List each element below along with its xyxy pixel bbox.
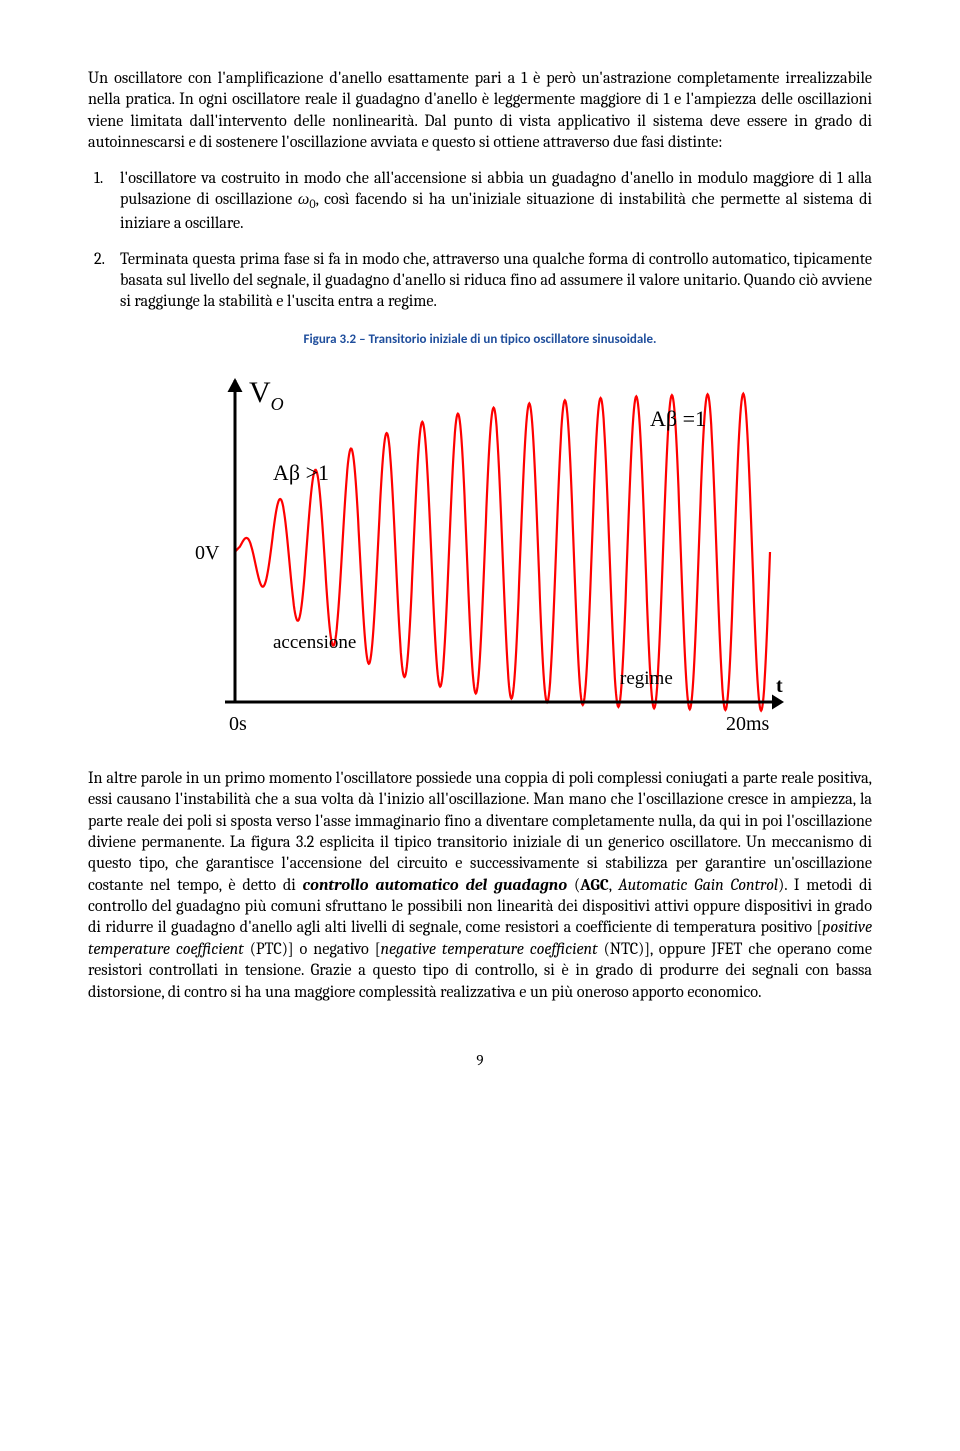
list-body-2: Terminata questa prima fase si fa in mod…	[120, 249, 872, 313]
p2-agc-short: AGC	[580, 876, 609, 895]
oscillogram-svg: VO0VAβ >1Aβ =1accensioneregime0s20mst	[160, 362, 800, 742]
svg-text:t: t	[776, 675, 783, 697]
intro-paragraph: Un oscillatore con l'amplificazione d'an…	[88, 68, 872, 154]
list-number-2: 2.	[88, 249, 120, 313]
figure-caption: Figura 3.2 – Transitorio iniziale di un …	[88, 331, 872, 348]
p2-agc-long: controllo automatico del guadagno	[303, 876, 568, 895]
li1-omega: ω	[298, 190, 309, 209]
page-number: 9	[88, 1051, 872, 1071]
closing-paragraph: In altre parole in un primo momento l'os…	[88, 768, 872, 1003]
list-number-1: 1.	[88, 168, 120, 235]
list-item-1: 1. l'oscillatore va costruito in modo ch…	[88, 168, 872, 235]
p2-ntc: negative temperature coefficient	[380, 940, 597, 959]
svg-text:0V: 0V	[195, 542, 220, 564]
svg-text:Aβ =1: Aβ =1	[650, 406, 706, 431]
svg-text:0s: 0s	[229, 713, 247, 735]
p2-e: ,	[609, 876, 619, 895]
p2-c: (	[567, 876, 580, 895]
p2-i: (PTC)] o negativo [	[244, 940, 381, 959]
svg-text:Aβ >1: Aβ >1	[273, 460, 329, 485]
p2-agc-english: Automatic Gain Control	[618, 876, 778, 895]
numbered-list: 1. l'oscillatore va costruito in modo ch…	[88, 168, 872, 313]
svg-text:regime: regime	[620, 668, 673, 689]
svg-text:20ms: 20ms	[726, 713, 770, 735]
figure-3-2: VO0VAβ >1Aβ =1accensioneregime0s20mst	[160, 362, 800, 742]
list-body-1: l'oscillatore va costruito in modo che a…	[120, 168, 872, 235]
svg-text:accensione: accensione	[273, 632, 356, 653]
list-item-2: 2. Terminata questa prima fase si fa in …	[88, 249, 872, 313]
